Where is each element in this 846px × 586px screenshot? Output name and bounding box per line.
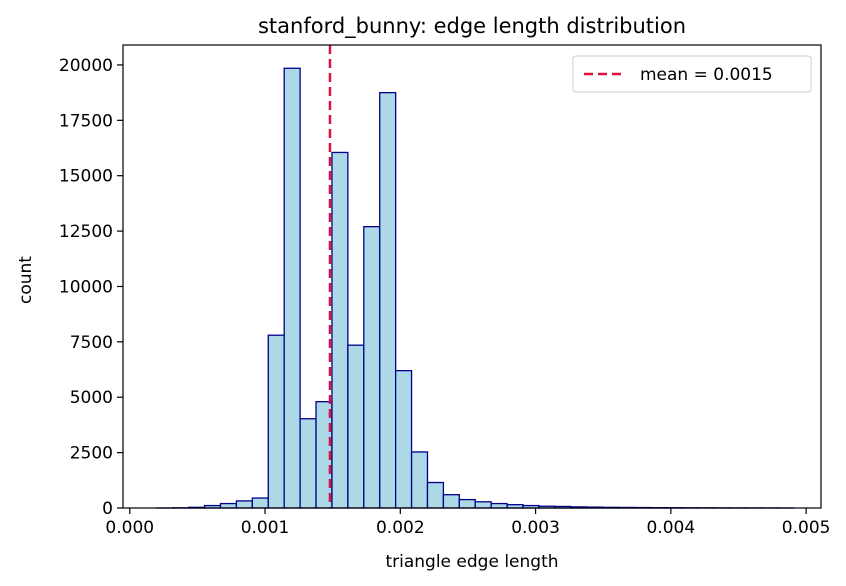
legend-mean-label: mean = 0.0015: [640, 65, 773, 85]
histogram-bar: [219, 502, 238, 509]
histogram-bar: [394, 370, 413, 509]
histogram-bar: [474, 501, 492, 509]
histogram-bar: [458, 498, 476, 509]
y-tick-label: 7500: [70, 333, 113, 353]
histogram-bar: [490, 502, 508, 509]
histogram-bar: [251, 497, 269, 509]
x-tick-label: 0.001: [241, 518, 290, 538]
histogram-bar: [426, 481, 445, 509]
histogram-bar: [347, 344, 365, 509]
y-axis-ticks: 0 2500 5000 7500 10000 12500 15000 17500 20000: [59, 56, 123, 519]
x-tick-label: 0.002: [376, 518, 425, 538]
x-tick-label: 0.005: [782, 518, 831, 538]
histogram-bars: [156, 67, 795, 509]
legend-box: [572, 55, 812, 93]
histogram-bar: [299, 418, 317, 509]
y-tick-label: 12500: [59, 222, 113, 242]
y-tick-label: 2500: [70, 444, 113, 464]
x-tick-label: 0.004: [647, 518, 696, 538]
histogram-bar: [379, 91, 397, 509]
y-tick-label: 5000: [70, 388, 113, 408]
y-tick-label: 17500: [59, 111, 113, 131]
y-tick-label: 20000: [59, 56, 113, 76]
axes-frame: [122, 44, 822, 509]
x-axis-label: triangle edge length: [385, 552, 558, 572]
y-axis-label: count: [16, 256, 36, 304]
histogram-bar: [442, 494, 460, 509]
y-tick-label: 15000: [59, 167, 113, 187]
histogram-bar: [331, 151, 349, 509]
x-tick-label: 0.003: [511, 518, 560, 538]
x-tick-label: 0.000: [105, 518, 154, 538]
y-tick-label: 0: [102, 499, 113, 519]
y-tick-label: 10000: [59, 277, 113, 297]
histogram-bar: [235, 500, 253, 509]
chart-title: stanford_bunny: edge length distribution: [258, 14, 686, 39]
histogram-bar: [267, 334, 285, 509]
histogram-bar: [283, 67, 301, 509]
histogram-bar: [363, 226, 381, 509]
legend: mean = 0.0015: [572, 55, 812, 93]
histogram-bar: [410, 451, 429, 509]
x-axis-ticks: 0.000 0.001 0.002 0.003 0.004 0.005: [105, 508, 830, 538]
